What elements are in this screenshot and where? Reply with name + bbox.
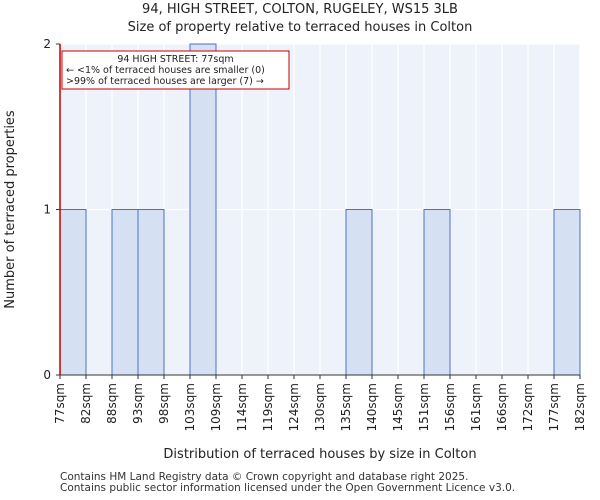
x-axis-title: Distribution of terraced houses by size … [163,447,476,462]
annotation-line-1: 94 HIGH STREET: 77sqm [117,54,233,65]
footer-line-1: Contains HM Land Registry data © Crown c… [60,471,469,483]
x-tick-label: 130sqm [313,383,327,431]
x-tick-label: 166sqm [495,383,509,431]
x-tick-label: 119sqm [261,383,275,431]
x-tick-label: 151sqm [417,383,431,431]
bar [59,209,87,376]
annotation-line-3: >99% of terraced houses are larger (7) → [66,76,264,87]
footer-line-2: Contains public sector information licen… [60,482,516,494]
bar [345,209,373,376]
x-tick-label: 93sqm [131,383,145,424]
bar [137,209,165,376]
x-tick-label: 177sqm [547,383,561,431]
x-tick-label: 109sqm [209,383,223,431]
x-tick-label: 103sqm [183,383,197,431]
x-tick-label: 140sqm [365,383,379,431]
x-tick-label: 88sqm [105,383,119,424]
x-tick-label: 145sqm [391,383,405,431]
x-tick-label: 77sqm [53,383,67,424]
bar [423,209,451,376]
x-tick-label: 114sqm [235,383,249,431]
x-tick-label: 161sqm [469,383,483,431]
y-tick-label: 0 [43,368,51,382]
x-tick-label: 135sqm [339,383,353,431]
y-axis-title: Number of terraced properties [3,110,18,309]
bar [189,43,217,376]
y-tick-label: 1 [43,203,51,217]
annotation-box [61,50,290,90]
chart-title: 94, HIGH STREET, COLTON, RUGELEY, WS15 3… [142,2,458,17]
x-tick-label: 98sqm [157,383,171,424]
x-tick-label: 172sqm [521,383,535,431]
y-tick-label: 2 [43,37,51,51]
x-tick-label: 124sqm [287,383,301,431]
annotation-line-2: ← <1% of terraced houses are smaller (0) [66,65,265,76]
footer: Contains HM Land Registry data © Crown c… [60,472,515,494]
x-tick-label: 182sqm [573,383,587,431]
x-tick-label: 156sqm [443,383,457,431]
x-tick-label: 82sqm [79,383,93,424]
bar [111,209,139,376]
chart-subtitle: Size of property relative to terraced ho… [127,20,473,35]
bar [553,209,581,376]
